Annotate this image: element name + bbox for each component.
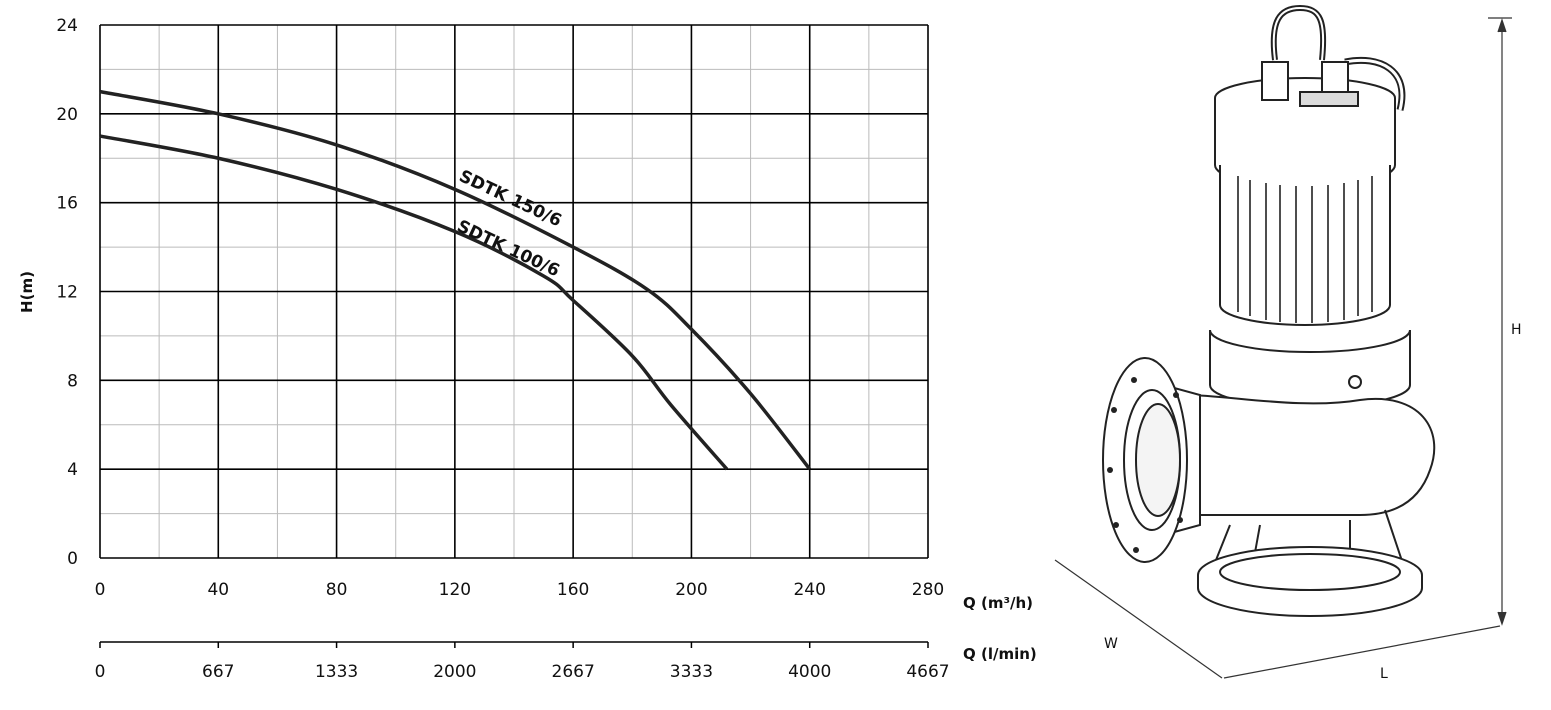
x2-tick-label: 2000	[433, 662, 476, 682]
x-axis-title: Q (m³/h)	[963, 594, 1033, 612]
y-tick-label: 4	[67, 460, 78, 480]
y-tick-label: 0	[67, 549, 78, 569]
pump-illustration	[1102, 4, 1436, 617]
x2-tick-label: 4667	[906, 662, 949, 682]
y-axis-title: H(m)	[18, 271, 36, 313]
x-tick-label: 80	[326, 580, 348, 600]
x2-tick-label: 667	[202, 662, 234, 682]
x-tick-label: 120	[439, 580, 471, 600]
x-tick-label: 240	[793, 580, 825, 600]
x-tick-label: 40	[207, 580, 229, 600]
width-dimension	[1054, 559, 1223, 679]
curve-sdtk-100-6	[99, 134, 729, 471]
x2-tick-label: 0	[95, 662, 106, 682]
height-dimension	[1488, 17, 1512, 626]
y-tick-label: 20	[56, 105, 78, 125]
length-dimension-label: L	[1380, 666, 1388, 682]
y-tick-label: 12	[56, 283, 78, 303]
x-tick-label: 200	[675, 580, 707, 600]
y-tick-label: 16	[56, 194, 78, 214]
x-tick-label: 160	[557, 580, 589, 600]
curve-sdtk-150-6	[99, 89, 812, 471]
y-tick-label: 24	[56, 16, 78, 36]
y-tick-label: 8	[67, 371, 78, 391]
pump-drawing: H W L	[1054, 4, 1522, 682]
x2-tick-label: 4000	[788, 662, 831, 682]
x-tick-label: 280	[912, 580, 944, 600]
height-dimension-label: H	[1511, 322, 1522, 338]
width-dimension-label: W	[1104, 636, 1118, 652]
x2-tick-label: 1333	[315, 662, 358, 682]
major-grid	[99, 24, 929, 559]
x2-axis-title: Q (l/min)	[963, 645, 1037, 663]
length-dimension	[1223, 625, 1501, 679]
x2-tick-label: 3333	[670, 662, 713, 682]
x-tick-label: 0	[95, 580, 106, 600]
x2-tick-label: 2667	[552, 662, 595, 682]
